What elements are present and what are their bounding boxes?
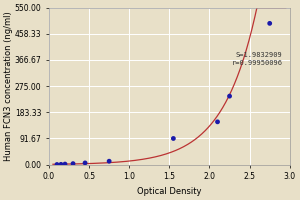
Point xyxy=(227,95,232,98)
Point xyxy=(171,137,176,140)
Point xyxy=(70,162,75,165)
Point xyxy=(63,162,68,166)
Point xyxy=(83,161,88,165)
Y-axis label: Human FCN3 concentration (ng/ml): Human FCN3 concentration (ng/ml) xyxy=(4,11,13,161)
Point xyxy=(215,120,220,123)
Point xyxy=(58,163,63,166)
Point xyxy=(267,22,272,25)
Point xyxy=(55,163,59,166)
X-axis label: Optical Density: Optical Density xyxy=(137,187,202,196)
Text: S=1.9832909
r=0.99950096: S=1.9832909 r=0.99950096 xyxy=(232,52,283,66)
Point xyxy=(107,160,112,163)
